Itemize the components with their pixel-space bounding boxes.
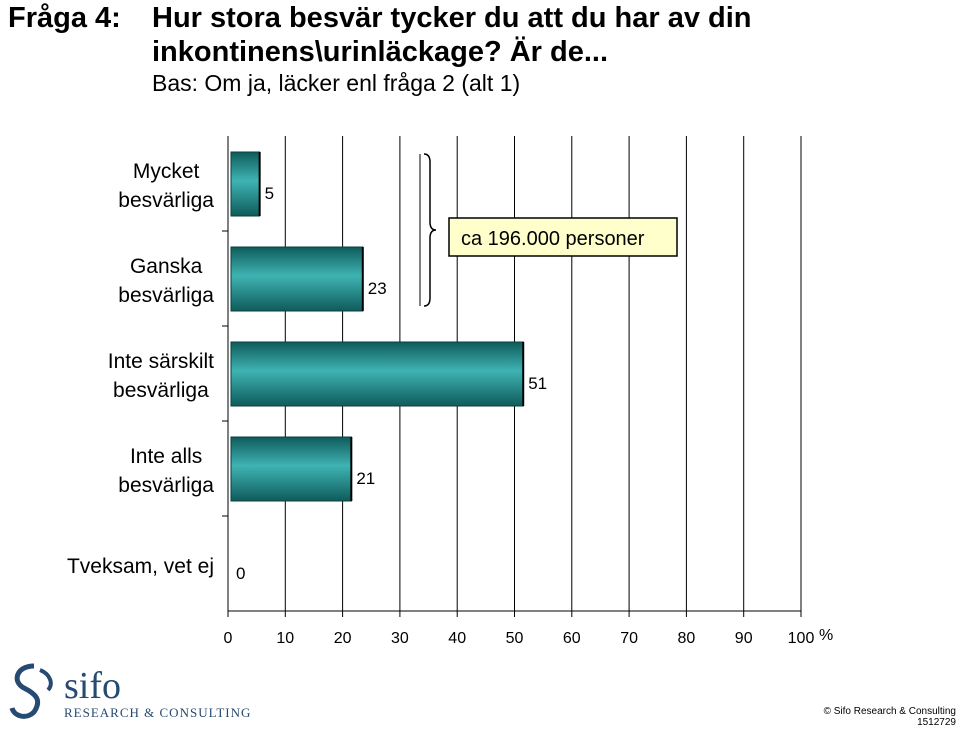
x-tick-label: 20 bbox=[334, 630, 352, 647]
category-label-line: Inte särskilt bbox=[107, 350, 214, 373]
x-tick-label: 40 bbox=[448, 630, 466, 647]
category-label-line: Tveksam, vet ej bbox=[66, 554, 214, 578]
bars bbox=[230, 151, 525, 502]
base-subtitle: Bas: Om ja, läcker enl fråga 2 (alt 1) bbox=[152, 70, 521, 96]
category-label-line: besvärliga bbox=[118, 474, 214, 497]
question-title-line-2: inkontinens\urinläckage? Är de... bbox=[152, 36, 609, 68]
logo-text: sifo bbox=[64, 665, 121, 707]
x-tick-label: 30 bbox=[391, 630, 409, 647]
category-label-line: besvärliga bbox=[118, 189, 214, 212]
annotation: ca 196.000 personer bbox=[419, 153, 678, 307]
category-label: Ganska besvärliga bbox=[118, 252, 214, 310]
data-label: 23 bbox=[368, 279, 387, 298]
data-labels: 5 23 51 21 0 bbox=[236, 184, 547, 583]
x-tick-label: 90 bbox=[735, 630, 753, 647]
annotation-box bbox=[448, 217, 678, 257]
bar bbox=[230, 246, 364, 312]
sifo-logo bbox=[4, 660, 244, 724]
x-unit-label: % bbox=[819, 627, 833, 644]
x-tick-label: 50 bbox=[506, 630, 524, 647]
x-tick-label: 70 bbox=[620, 630, 638, 647]
data-label: 0 bbox=[236, 564, 245, 583]
category-label: Inte alls besvärliga bbox=[118, 442, 214, 500]
annotation-bracket bbox=[423, 153, 437, 307]
category-label: Mycket besvärliga bbox=[118, 157, 214, 215]
category-label: Tveksam, vet ej bbox=[67, 552, 214, 581]
x-tick-label: 100 bbox=[788, 630, 815, 647]
category-label-line: besvärliga bbox=[113, 379, 209, 402]
category-label-line: Inte alls bbox=[129, 445, 203, 468]
category-label-line: besvärliga bbox=[118, 284, 214, 307]
question-title-line-1: Hur stora besvär tycker du att du har av… bbox=[152, 2, 752, 34]
data-label: 51 bbox=[528, 374, 547, 393]
logo-subtitle: RESEARCH & CONSULTING bbox=[64, 705, 252, 720]
category-label-line: Mycket bbox=[132, 160, 200, 183]
annotation-text: ca 196.000 personer bbox=[461, 228, 645, 250]
x-tick-label: 10 bbox=[276, 630, 294, 647]
sifo-swirl-icon bbox=[9, 663, 53, 719]
question-number: Fråga 4: bbox=[8, 2, 121, 34]
report-code: 1512729 bbox=[917, 717, 956, 728]
footer-copyright: © Sifo Research & Consulting 1512729 bbox=[824, 706, 956, 728]
x-tick-label: 80 bbox=[678, 630, 696, 647]
x-tick-label: 0 bbox=[224, 630, 233, 647]
bar bbox=[230, 341, 524, 407]
x-tick-label: 60 bbox=[563, 630, 581, 647]
data-label: 21 bbox=[356, 469, 375, 488]
category-label-line: Ganska bbox=[129, 255, 203, 278]
data-label: 5 bbox=[265, 184, 274, 203]
copyright-text: © Sifo Research & Consulting bbox=[823, 706, 956, 717]
bar bbox=[230, 151, 261, 217]
bar bbox=[230, 436, 352, 502]
category-label: Inte särskilt besvärliga bbox=[108, 347, 214, 405]
axes: 0 10 20 30 40 50 60 70 80 90 100% bbox=[222, 136, 833, 647]
